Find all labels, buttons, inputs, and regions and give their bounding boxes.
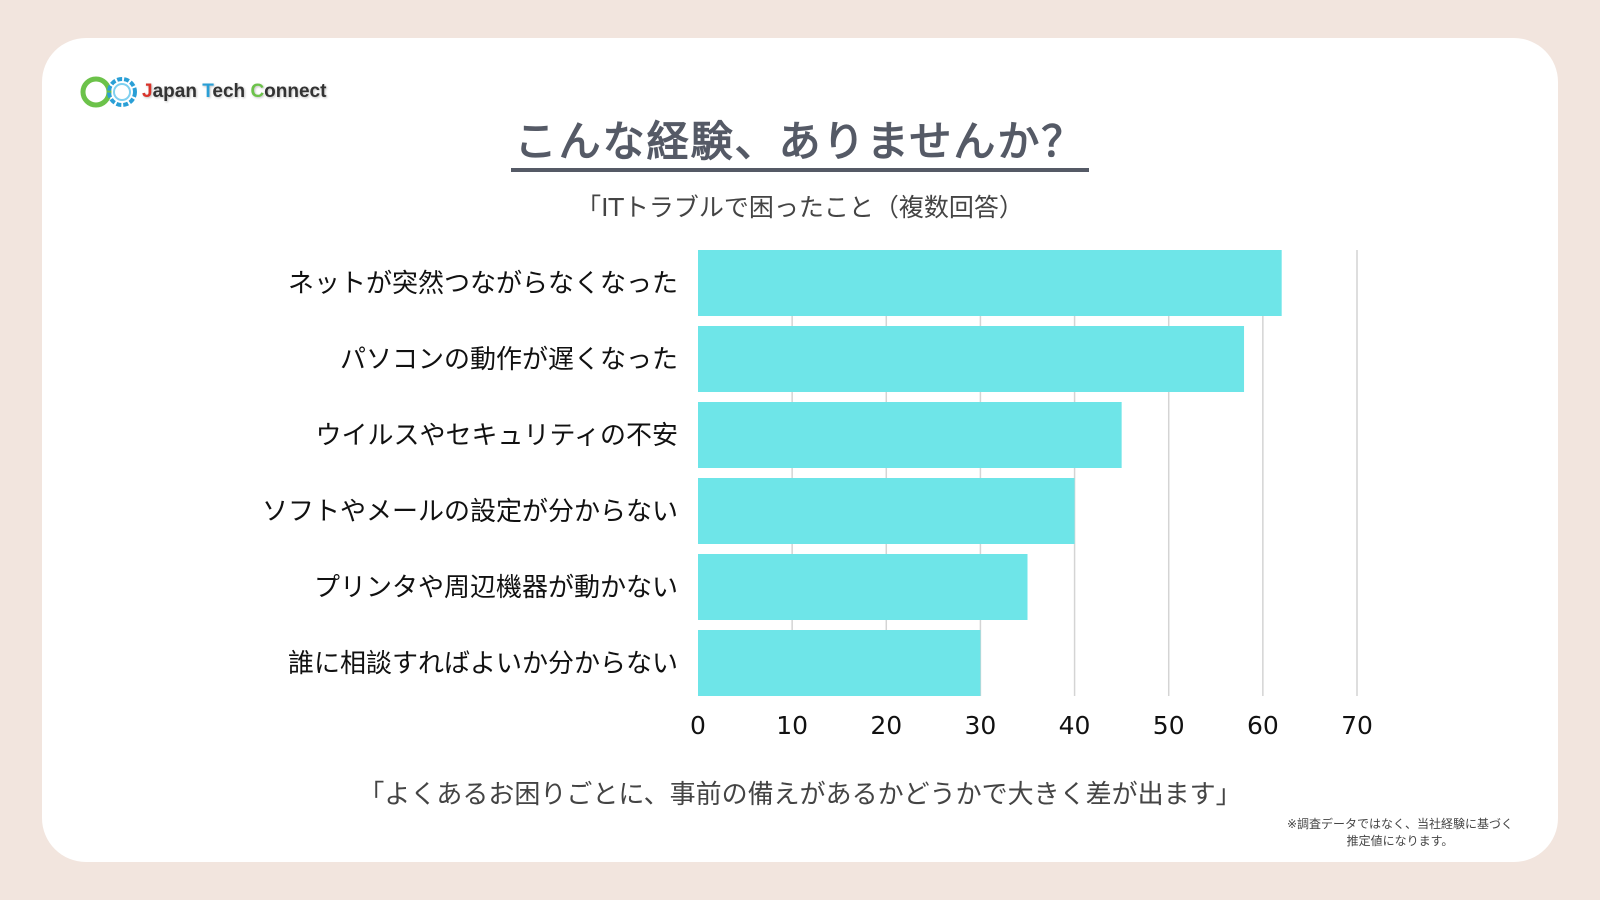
bar-4 [698, 554, 1028, 620]
x-tick-label-7: 70 [1341, 711, 1373, 740]
logo-word-japan: apan [152, 81, 203, 102]
x-tick-label-3: 30 [965, 711, 997, 740]
bar-5 [698, 630, 981, 696]
bar-0 [698, 250, 1282, 316]
x-tick-label-6: 60 [1247, 711, 1279, 740]
logo-word-connect: onnect [264, 81, 327, 102]
bottom-note: 「よくあるお困りごとに、事前の備えがあるかどうかで大きく差が出ます」 [358, 780, 1242, 810]
x-tick-label-4: 40 [1059, 711, 1091, 740]
category-label-0: ネットが突然つながらなくなった [288, 269, 678, 299]
category-label-1: パソコンの動作が遅くなった [340, 345, 678, 375]
category-label-3: ソフトやメールの設定が分からない [262, 497, 678, 527]
logo: Japan Tech Connect [78, 72, 326, 112]
x-tick-label-1: 10 [776, 711, 808, 740]
category-label-4: プリンタや周辺機器が動かない [314, 573, 678, 603]
bar-3 [698, 478, 1075, 544]
category-label-2: ウイルスやセキュリティの不安 [316, 421, 678, 451]
chart-subtitle: 「ITトラブルで困ったこと（複数回答） [576, 193, 1024, 222]
bar-1 [698, 326, 1245, 392]
logo-word-tech: ech [212, 81, 251, 102]
logo-letter-c: C [250, 81, 265, 102]
logo-icon [80, 76, 137, 108]
page-title-text: こんな経験、ありませんか？ [510, 117, 1090, 172]
footnote-line-2: 推定値になります。 [1346, 834, 1454, 848]
logo-text: Japan Tech Connect [142, 81, 326, 103]
logo-letter-j: J [142, 81, 153, 102]
footnote: ※調査データではなく、当社経験に基づく 推定値になります。 [1270, 816, 1530, 850]
bar-2 [698, 402, 1122, 468]
x-tick-label-5: 50 [1153, 711, 1185, 740]
x-tick-label-2: 20 [870, 711, 902, 740]
x-tick-label-0: 0 [690, 711, 706, 740]
category-label-5: 誰に相談すればよいか分からない [288, 649, 678, 679]
page-title: こんな経験、ありませんか？ [0, 108, 1600, 172]
logo-letter-t: T [202, 81, 213, 102]
footnote-line-1: ※調査データではなく、当社経験に基づく [1286, 817, 1514, 831]
